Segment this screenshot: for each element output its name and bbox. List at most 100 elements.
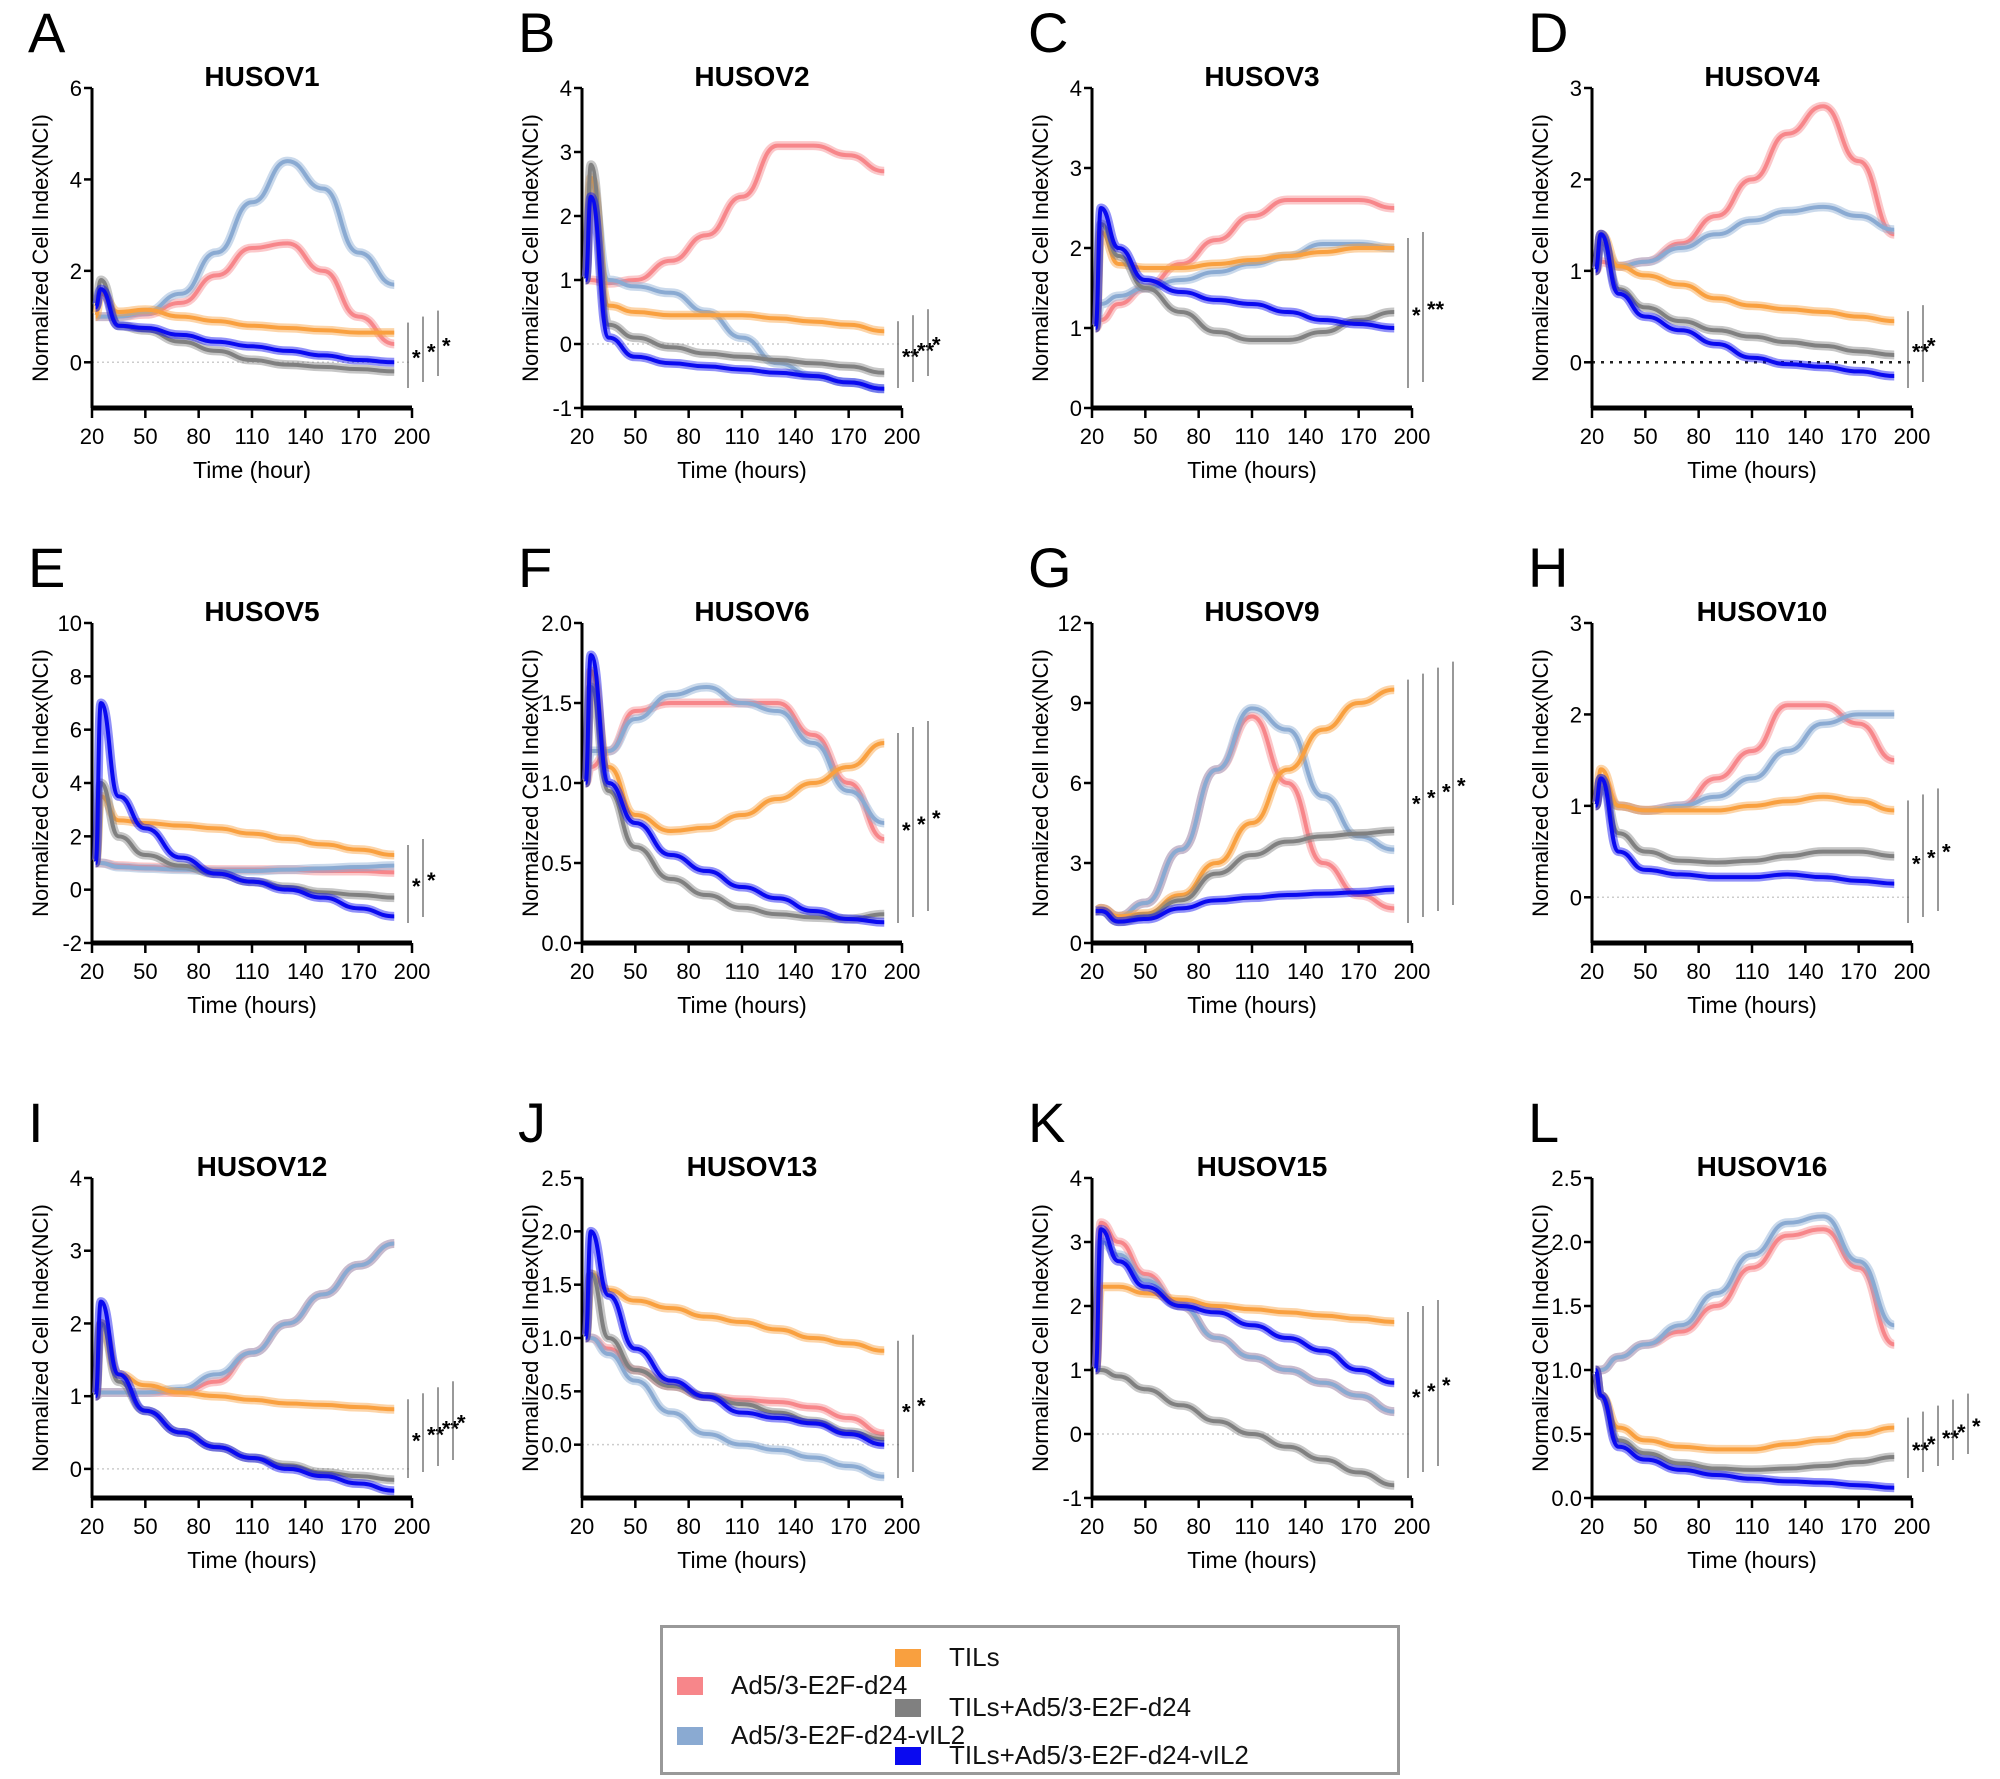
significance-marker: *	[1972, 1414, 1981, 1439]
y-tick-label: 1	[1570, 259, 1582, 284]
y-tick-label: 6	[1070, 771, 1082, 796]
significance-marker: *	[412, 874, 421, 899]
series-line-1	[95, 159, 395, 319]
series-error-band	[1591, 709, 1895, 815]
x-tick-label: 110	[1234, 424, 1269, 449]
x-tick-label: 110	[234, 424, 269, 449]
y-tick-label: 0	[1570, 885, 1582, 910]
x-axis-label: Time (hour)	[193, 457, 311, 483]
y-axis-label: Normalized Cell Index(NCI)	[28, 114, 53, 382]
x-axis-label: Time (hours)	[1687, 457, 1817, 483]
y-tick-label: 4	[1070, 76, 1082, 101]
series-line-1	[1595, 1214, 1895, 1372]
significance-marker: *	[1927, 1432, 1936, 1457]
x-tick-label: 80	[1686, 424, 1710, 449]
legend-item: TILs+Ad5/3-E2F-d24	[895, 1692, 1191, 1723]
x-tick-label: 80	[1686, 959, 1710, 984]
chart-title: HUSOV12	[197, 1151, 328, 1182]
x-tick-label: 170	[830, 424, 867, 449]
panel-letter: A	[28, 1, 66, 64]
x-tick-label: 170	[340, 959, 377, 984]
panel-a: A HUSOV1 Time (hour) Normalized Cell Index(…	[0, 0, 500, 540]
y-axis-label: Normalized Cell Index(NCI)	[1028, 1204, 1053, 1472]
x-tick-label: 170	[1840, 959, 1877, 984]
series-line-0	[1594, 104, 1895, 273]
chart-svg: L HUSOV16 Time (hours) Normalized Cell Inde…	[1528, 1091, 1981, 1573]
panel-letter: B	[518, 1, 555, 64]
chart-title: HUSOV15	[1197, 1151, 1328, 1182]
significance-marker: **	[902, 345, 920, 370]
x-tick-label: 200	[394, 959, 431, 984]
series-line-3	[1593, 232, 1895, 357]
x-tick-label: 200	[1394, 424, 1431, 449]
panel-i: I HUSOV12 Time (hours) Normalized Cell Inde…	[0, 1090, 500, 1630]
chart-svg: C HUSOV3 Time (hours) Normalized Cell Index…	[1028, 1, 1445, 483]
x-axis-label: Time (hours)	[1187, 457, 1317, 483]
x-tick-label: 80	[186, 959, 210, 984]
x-axis-label: Time (hours)	[677, 457, 807, 483]
x-tick-label: 50	[133, 1514, 157, 1539]
x-tick-label: 140	[287, 424, 324, 449]
y-tick-label: 2.5	[541, 1166, 572, 1191]
x-tick-label: 140	[287, 1514, 324, 1539]
series-line-3	[1093, 221, 1395, 342]
significance-marker: *	[1427, 1379, 1436, 1404]
series-line-4	[583, 652, 885, 925]
series-line-1	[1093, 242, 1395, 330]
series-error-band	[585, 141, 885, 288]
legend-swatch	[677, 1676, 703, 1695]
series-line-3	[1095, 1368, 1395, 1488]
x-tick-label: 80	[676, 1514, 700, 1539]
y-tick-label: 1.5	[1551, 1294, 1582, 1319]
chart-title: HUSOV4	[1704, 61, 1820, 92]
y-tick-label: 0	[1570, 350, 1582, 375]
legend-item: TILs	[895, 1642, 1000, 1673]
y-axis-label: Normalized Cell Index(NCI)	[518, 1204, 543, 1472]
significance-marker: *	[1442, 779, 1451, 804]
series-line-4	[1593, 232, 1895, 378]
legend-item: Ad5/3-E2F-d24-vIL2	[677, 1720, 965, 1751]
panel-letter: H	[1528, 536, 1568, 599]
x-tick-label: 80	[1186, 959, 1210, 984]
x-tick-label: 110	[234, 1514, 269, 1539]
legend-label: Ad5/3-E2F-d24-vIL2	[731, 1720, 966, 1750]
panel-j: J HUSOV13 Time (hours) Normalized Cell Inde…	[490, 1090, 990, 1630]
y-tick-label: 9	[1070, 691, 1082, 716]
x-tick-label: 80	[676, 959, 700, 984]
x-tick-label: 140	[1287, 1514, 1324, 1539]
significance-marker: *	[427, 339, 436, 364]
series-error-band	[1591, 1365, 1895, 1454]
series-line-2	[1593, 1368, 1895, 1452]
x-tick-label: 140	[777, 424, 814, 449]
series-line-4	[1593, 776, 1895, 886]
y-tick-label: 1	[1070, 1358, 1082, 1383]
y-axis-label: Normalized Cell Index(NCI)	[1528, 649, 1553, 917]
x-tick-label: 20	[80, 424, 104, 449]
x-tick-label: 110	[724, 1514, 759, 1539]
series-line-4	[1093, 1227, 1395, 1385]
x-tick-label: 110	[724, 959, 759, 984]
series-error-band	[581, 666, 885, 836]
y-tick-label: 2.5	[1551, 1166, 1582, 1191]
chart-svg: E HUSOV5 Time (hours) Normalized Cell Index…	[28, 536, 436, 1018]
x-tick-label: 20	[1080, 424, 1104, 449]
significance-marker: *	[932, 333, 941, 358]
significance-marker: **	[1912, 1438, 1930, 1463]
x-tick-label: 140	[777, 959, 814, 984]
series-line-4	[1093, 205, 1395, 330]
x-tick-label: 170	[340, 424, 377, 449]
y-tick-label: 8	[70, 664, 82, 689]
y-tick-label: 3	[1070, 1230, 1082, 1255]
x-tick-label: 110	[1734, 424, 1769, 449]
panel-f: F HUSOV6 Time (hours) Normalized Cell Index…	[490, 535, 990, 1075]
significance-marker: *	[1442, 1373, 1451, 1398]
series-line-4	[1095, 887, 1395, 924]
y-axis-label: Normalized Cell Index(NCI)	[1028, 649, 1053, 917]
y-tick-label: 2.0	[541, 611, 572, 636]
legend-swatch	[895, 1648, 921, 1667]
chart-svg: K HUSOV15 Time (hours) Normalized Cell Inde…	[1028, 1091, 1451, 1573]
x-tick-label: 170	[830, 959, 867, 984]
x-tick-label: 140	[1287, 959, 1324, 984]
chart-title: HUSOV2	[694, 61, 809, 92]
x-axis-label: Time (hours)	[677, 992, 807, 1018]
